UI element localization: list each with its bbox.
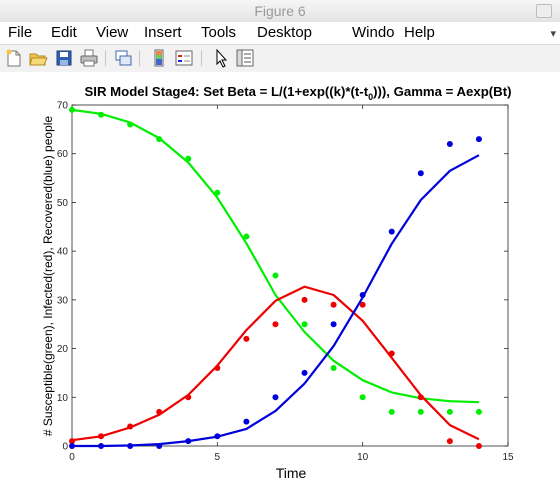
menu-help[interactable]: Help bbox=[404, 24, 435, 41]
susceptible-fit-line bbox=[71, 108, 479, 404]
susceptible-data-point bbox=[330, 365, 337, 372]
infected-data-point bbox=[243, 335, 250, 342]
x-tick-label: 0 bbox=[69, 452, 75, 463]
chart-title-subscript: 0 bbox=[368, 92, 373, 102]
menu-bar: File Edit View Insert Tools Desktop Wind… bbox=[0, 22, 560, 44]
menu-file[interactable]: File bbox=[8, 24, 33, 41]
property-inspector-icon[interactable] bbox=[234, 48, 256, 68]
infected-data-point bbox=[301, 296, 308, 303]
legend-icon[interactable] bbox=[173, 48, 195, 68]
recovered-data-point bbox=[243, 418, 250, 425]
infected-data-point bbox=[330, 301, 337, 308]
window-toolbar-toggle-button[interactable] bbox=[536, 4, 552, 18]
recovered-data-point bbox=[272, 394, 279, 401]
toolbar-separator bbox=[201, 50, 202, 66]
menu-window[interactable]: Windo bbox=[352, 24, 395, 41]
susceptible-data-point bbox=[475, 408, 482, 415]
recovered-data-point bbox=[156, 443, 163, 449]
menu-edit[interactable]: Edit bbox=[51, 24, 77, 41]
recovered-data-point bbox=[185, 438, 192, 445]
colorbar-icon[interactable] bbox=[148, 48, 170, 68]
susceptible-data-point bbox=[98, 111, 105, 118]
recovered-data-point bbox=[388, 228, 395, 235]
toolbar-separator bbox=[139, 50, 140, 66]
open-file-icon[interactable] bbox=[27, 48, 49, 68]
y-tick-label: 70 bbox=[57, 101, 69, 112]
y-tick-label: 0 bbox=[62, 442, 68, 453]
recovered-data-point bbox=[214, 433, 221, 440]
chart-title-main: SIR Model Stage4: Set Beta = L/(1+exp((k… bbox=[85, 84, 369, 99]
x-tick-label: 5 bbox=[215, 452, 221, 463]
menu-view[interactable]: View bbox=[96, 24, 129, 41]
recovered-data-point bbox=[446, 140, 453, 147]
infected-data-point bbox=[417, 394, 424, 401]
menu-overflow-arrow-icon[interactable]: ▾ bbox=[550, 28, 556, 40]
susceptible-data-point bbox=[156, 136, 163, 143]
sir-chart[interactable]: SIR Model Stage4: Set Beta = L/(1+exp((k… bbox=[0, 72, 560, 493]
infected-data-point bbox=[127, 423, 134, 430]
plot-frame bbox=[71, 104, 509, 447]
infected-data-point bbox=[156, 408, 163, 415]
susceptible-data-point bbox=[127, 121, 134, 128]
infected-data-point bbox=[475, 443, 482, 449]
toolbar-separator bbox=[105, 50, 106, 66]
infected-data-point bbox=[388, 350, 395, 357]
infected-data-point bbox=[214, 365, 221, 372]
susceptible-data-point bbox=[417, 408, 424, 415]
susceptible-data-point bbox=[359, 394, 366, 401]
infected-data-point bbox=[98, 433, 105, 440]
infected-fit-line bbox=[71, 285, 480, 442]
susceptible-data-point bbox=[185, 155, 192, 162]
infected-data-point bbox=[185, 394, 192, 401]
y-tick-label: 50 bbox=[57, 198, 69, 209]
susceptible-data-point bbox=[272, 272, 279, 279]
y-tick-label: 10 bbox=[57, 393, 69, 404]
window-title: Figure 6 bbox=[254, 3, 306, 19]
menu-desktop[interactable]: Desktop bbox=[257, 24, 313, 41]
figure-canvas: SIR Model Stage4: Set Beta = L/(1+exp((k… bbox=[0, 72, 560, 493]
infected-data-point bbox=[359, 301, 366, 308]
y-tick-label: 30 bbox=[57, 295, 69, 306]
pointer-icon[interactable] bbox=[210, 48, 232, 68]
x-tick-label: 15 bbox=[502, 452, 514, 463]
recovered-data-point bbox=[475, 136, 482, 143]
infected-data-point bbox=[69, 438, 75, 445]
recovered-data-point bbox=[127, 443, 134, 449]
infected-data-point bbox=[272, 321, 279, 328]
window-title-bar: Figure 6 bbox=[0, 0, 560, 23]
recovered-data-point bbox=[417, 170, 424, 177]
recovered-fit-line bbox=[72, 154, 480, 448]
susceptible-data-point bbox=[301, 321, 308, 328]
susceptible-data-point bbox=[214, 189, 221, 196]
y-tick-label: 40 bbox=[57, 247, 69, 258]
recovered-data-point bbox=[98, 443, 105, 449]
link-icon[interactable] bbox=[112, 48, 134, 68]
menu-tools[interactable]: Tools bbox=[201, 24, 237, 41]
y-tick-label: 20 bbox=[57, 344, 69, 355]
print-icon[interactable] bbox=[78, 48, 100, 68]
new-figure-icon[interactable] bbox=[3, 48, 25, 68]
x-axis-label: Time bbox=[276, 465, 307, 481]
susceptible-data-point bbox=[243, 233, 250, 240]
recovered-data-point bbox=[69, 443, 75, 449]
plot-axes: 0 5 10 15 0 10 20 30 40 50 60 70 bbox=[57, 101, 514, 464]
susceptible-data-point bbox=[446, 408, 453, 415]
menu-insert[interactable]: Insert bbox=[144, 24, 182, 41]
recovered-data-point bbox=[301, 369, 308, 376]
susceptible-data-point bbox=[388, 408, 395, 415]
y-axis-label: # Susceptible(green), Infected(red), Rec… bbox=[41, 116, 55, 437]
plot-data bbox=[69, 106, 482, 449]
chart-title: SIR Model Stage4: Set Beta = L/(1+exp((k… bbox=[85, 84, 512, 102]
infected-data-point bbox=[446, 438, 453, 445]
y-tick-label: 60 bbox=[57, 149, 69, 160]
recovered-data-point bbox=[359, 291, 366, 298]
chart-title-end: ))), Gamma = Aexp(Bt) bbox=[373, 84, 511, 99]
recovered-data-point bbox=[330, 321, 337, 328]
x-tick-label: 10 bbox=[357, 452, 369, 463]
figure-toolbar bbox=[0, 44, 560, 73]
susceptible-data-point bbox=[69, 106, 75, 113]
save-icon[interactable] bbox=[53, 48, 75, 68]
